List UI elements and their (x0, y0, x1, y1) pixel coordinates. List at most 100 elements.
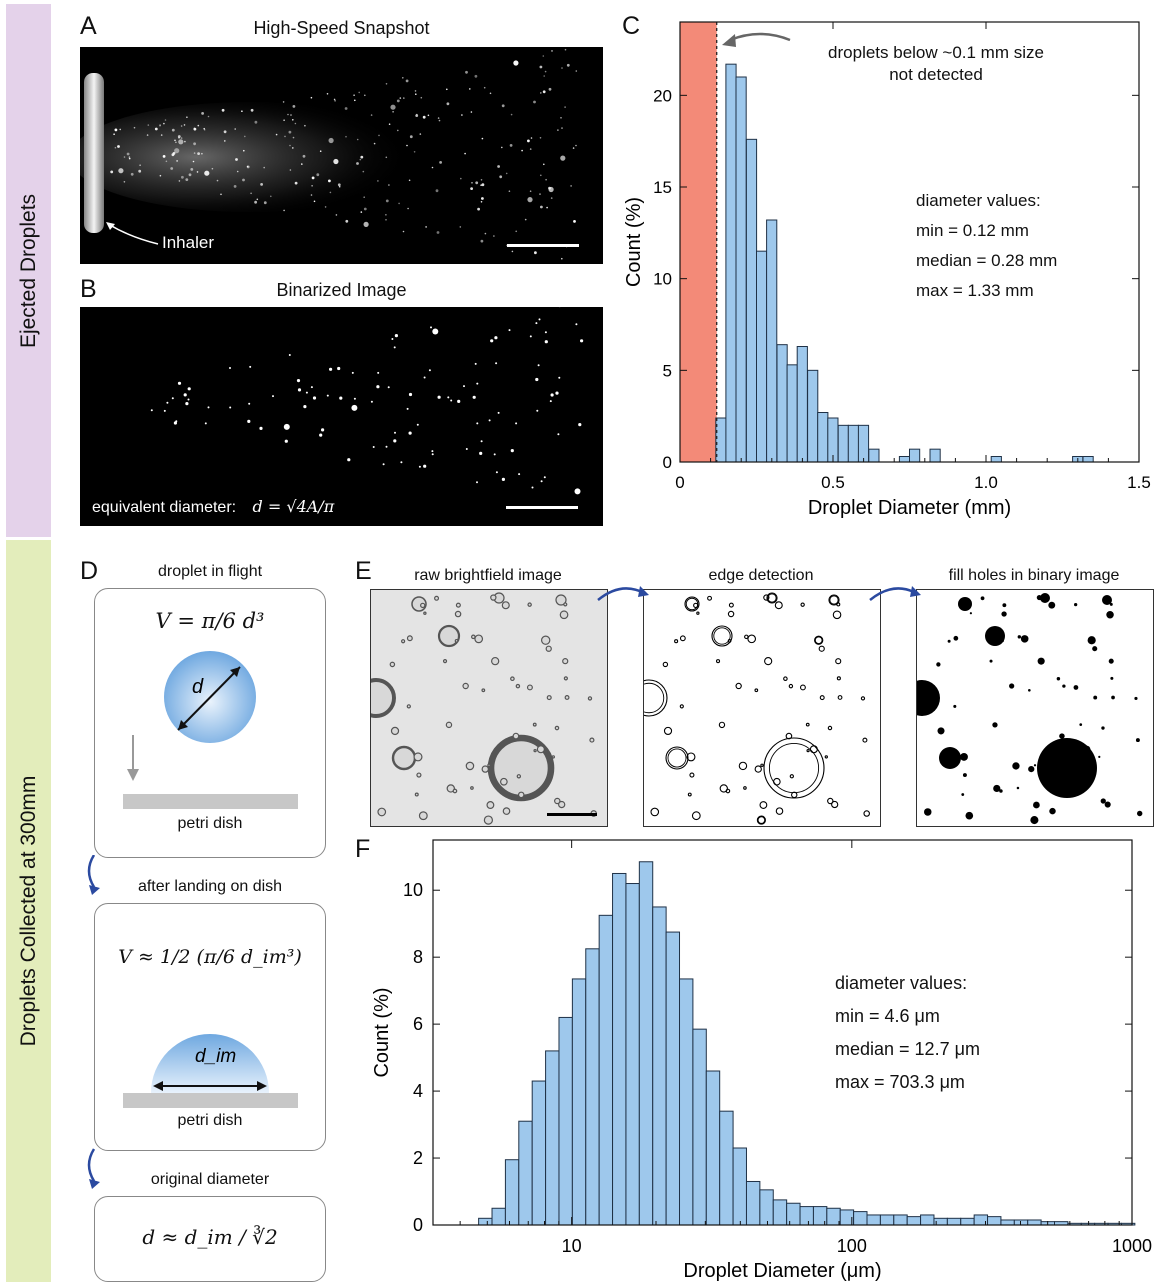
raw-droplet (442, 659, 448, 664)
droplet (362, 170, 365, 173)
droplet (358, 91, 361, 94)
binary-droplet (430, 326, 432, 329)
droplet (551, 50, 553, 52)
droplet (403, 97, 405, 99)
edge-ring (764, 657, 773, 666)
binary-droplet (476, 422, 479, 425)
raw-droplet (423, 611, 427, 615)
y-tick-label: 10 (653, 270, 672, 289)
droplet (406, 144, 408, 147)
droplet (405, 79, 409, 83)
histogram-bar (665, 931, 681, 1226)
droplet (170, 167, 174, 170)
binary-droplet (377, 371, 380, 374)
binary-droplet (351, 371, 354, 374)
droplet (435, 189, 439, 193)
raw-droplet (540, 635, 551, 645)
panel-b-letter: B (80, 275, 97, 303)
droplet (396, 99, 400, 103)
histogram-bar (847, 424, 859, 463)
droplet (338, 185, 341, 188)
side-band-ejected: Ejected Droplets (6, 4, 51, 537)
edge-ring (806, 749, 810, 753)
filled-droplet (917, 680, 940, 716)
filled-droplet (999, 789, 1003, 793)
x-tick-label: 1.0 (974, 473, 998, 492)
histogram-bar (504, 1159, 520, 1226)
droplet (573, 220, 576, 223)
volume-sphere-formula: V = π/6 d³ (155, 609, 265, 633)
histogram-bar (638, 861, 654, 1226)
droplet (470, 111, 473, 113)
filled-droplet (1101, 726, 1105, 730)
droplet-cap (151, 1034, 269, 1093)
droplet (188, 173, 192, 177)
droplet (256, 198, 259, 201)
droplet (233, 185, 237, 188)
edge-ring (836, 676, 841, 681)
edge-ring (665, 746, 689, 770)
step-fill-title: fill holes in binary image (948, 567, 1120, 584)
histogram-bar (826, 1207, 841, 1226)
droplet (204, 170, 210, 176)
binary-droplet (497, 411, 500, 414)
droplet (333, 98, 336, 101)
binary-droplet (339, 396, 343, 400)
edge-ring (727, 610, 735, 618)
raw-droplet (413, 752, 423, 762)
histogram-bar (906, 1216, 922, 1226)
histogram-bar (625, 883, 640, 1226)
droplet (530, 137, 533, 139)
raw-droplet (420, 602, 426, 609)
droplet (546, 206, 548, 209)
side-band-collected: Droplets Collected at 300mm (6, 540, 51, 1282)
y-tick-label: 15 (653, 178, 672, 197)
edge-ring (760, 763, 764, 767)
histogram-bar (853, 1211, 868, 1226)
filled-droplet (1134, 696, 1138, 700)
droplet (529, 148, 532, 150)
binary-droplet (495, 362, 498, 365)
edge-ring (763, 737, 825, 799)
binary-droplet (476, 481, 478, 484)
filled-droplet (960, 752, 968, 761)
binary-droplet (166, 401, 169, 404)
droplet (480, 201, 483, 203)
droplet (304, 124, 306, 127)
histogram-bar (1013, 1219, 1029, 1226)
equivalent-diameter-formula: d = √4A/π (252, 497, 335, 516)
edge-ring (735, 682, 742, 690)
droplet (521, 149, 523, 152)
droplet (184, 140, 186, 143)
droplet (159, 124, 161, 126)
filled-droplet (924, 808, 932, 816)
droplet (414, 90, 417, 92)
droplet (501, 104, 505, 108)
droplet (171, 128, 175, 132)
droplet (211, 167, 214, 170)
binarized-image: equivalent diameter: d = √4A/π (80, 307, 603, 526)
droplet (470, 187, 473, 191)
edge-ring (644, 682, 665, 714)
raw-droplet (452, 788, 458, 794)
binary-droplet (490, 339, 494, 343)
histogram-bar (807, 369, 819, 463)
droplet (561, 67, 563, 69)
edge-ring (775, 807, 784, 815)
droplet (337, 183, 341, 187)
raw-droplet (390, 726, 400, 736)
binary-droplet (329, 367, 333, 371)
histogram-bar (909, 448, 921, 463)
droplet (534, 251, 537, 255)
filled-droplet (1059, 733, 1065, 739)
droplet (201, 112, 204, 115)
histogram-bar (571, 978, 587, 1226)
volume-cap-formula: V ≈ 1/2 (π/6 d_im³) (118, 946, 302, 968)
undetected-region (680, 22, 717, 462)
histogram-c: 0 0.5 1.0 1.5 0 5 10 15 20 Droplet Diameter (mm) C… (623, 21, 1151, 519)
droplet (460, 177, 462, 180)
droplet (481, 183, 485, 187)
raw-droplet (564, 695, 570, 700)
card-original-diameter: original diameter d ≈ d_im / ∛2 (94, 1171, 326, 1282)
filled-droplet (980, 596, 985, 601)
